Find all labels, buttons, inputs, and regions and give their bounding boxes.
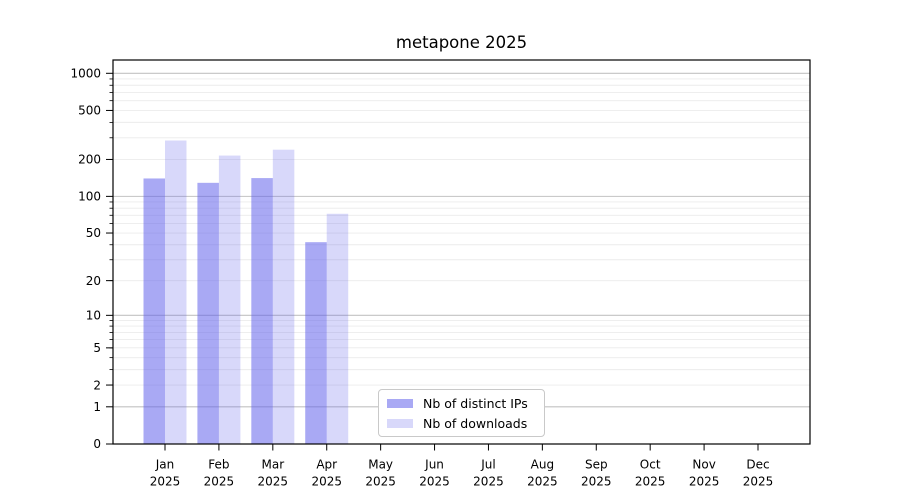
y-tick-label: 10 (86, 309, 101, 323)
y-tick-label: 200 (78, 153, 101, 167)
bar-distinct-ips-mar (251, 178, 273, 444)
y-tick-label: 5 (93, 341, 101, 355)
bar-downloads-jan (165, 140, 187, 444)
x-tick-label-year: 2025 (311, 475, 342, 489)
y-tick-label: 500 (78, 104, 101, 118)
y-tick-label: 20 (86, 274, 101, 288)
x-tick-label-month: Sep (585, 458, 608, 472)
x-tick-label-year: 2025 (527, 475, 558, 489)
chart-title: metapone 2025 (395, 33, 528, 52)
x-tick-label-year: 2025 (581, 475, 612, 489)
y-tick-label: 1000 (70, 67, 101, 81)
y-tick-label: 1 (93, 400, 101, 414)
bar-downloads-feb (218, 155, 241, 445)
legend-item-distinct-ips: Nb of distinct IPs (387, 396, 536, 411)
x-tick-label-month: Aug (531, 458, 554, 472)
legend-swatch-distinct-ips-icon (387, 398, 413, 408)
x-tick-label-year: 2025 (635, 475, 666, 489)
x-tick-label-month: Jun (424, 458, 444, 472)
x-tick-label-month: Mar (261, 458, 284, 472)
bar-downloads-mar (272, 149, 295, 444)
y-tick-label: 100 (78, 190, 101, 204)
x-tick-label-year: 2025 (150, 475, 181, 489)
x-tick-label-year: 2025 (258, 475, 289, 489)
legend: Nb of distinct IPs Nb of downloads (378, 389, 545, 437)
x-tick-label-month: May (368, 458, 393, 472)
x-tick-label-year: 2025 (204, 475, 235, 489)
x-tick-label-month: Oct (640, 458, 661, 472)
x-tick-label-year: 2025 (365, 475, 396, 489)
bar-distinct-ips-feb (197, 182, 219, 444)
x-tick-label-month: Apr (316, 458, 337, 472)
legend-item-downloads: Nb of downloads (387, 416, 536, 431)
bar-distinct-ips-jan (143, 178, 165, 444)
x-tick-label-month: Jul (480, 458, 495, 472)
y-tick-label: 2 (93, 378, 101, 392)
plot-frame (112, 59, 811, 445)
y-tick-label: 50 (86, 226, 101, 240)
x-tick-label-month: Dec (746, 458, 769, 472)
x-tick-label-month: Nov (692, 458, 715, 472)
y-tick-label: 0 (93, 437, 101, 451)
x-tick-label-year: 2025 (473, 475, 504, 489)
legend-label-distinct-ips: Nb of distinct IPs (423, 395, 528, 411)
bar-downloads-apr (326, 213, 349, 444)
x-tick-label-month: Feb (208, 458, 229, 472)
bar-distinct-ips-apr (305, 242, 327, 444)
x-tick-label-year: 2025 (689, 475, 720, 489)
legend-swatch-downloads-icon (387, 418, 413, 428)
x-tick-label-year: 2025 (419, 475, 450, 489)
x-tick-label-year: 2025 (743, 475, 774, 489)
x-tick-label-month: Jan (155, 458, 175, 472)
legend-label-downloads: Nb of downloads (423, 415, 528, 431)
